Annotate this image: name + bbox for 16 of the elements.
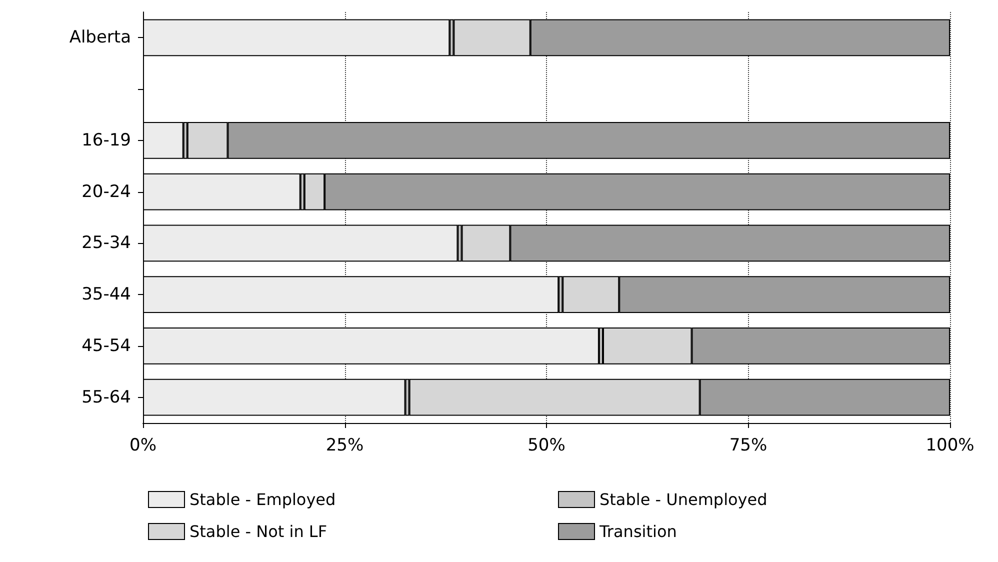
- x-tick-label: 100%: [926, 436, 974, 456]
- x-tick-label: 25%: [326, 436, 364, 456]
- y-tick-label: 20-24: [82, 182, 131, 202]
- y-tick-label: Alberta: [69, 28, 131, 48]
- y-tick-label: 55-64: [82, 387, 131, 408]
- y-tick-label: 16-19: [82, 130, 131, 150]
- x-tick-label: 50%: [528, 436, 566, 456]
- legend-label: Stable - Not in LF: [190, 522, 328, 541]
- x-tick-label: 0%: [130, 436, 156, 456]
- y-tick-label: 35-44: [82, 284, 131, 305]
- y-tick-label: 25-34: [82, 233, 131, 254]
- x-tick-label: 75%: [729, 436, 768, 456]
- legend-label: Stable - Unemployed: [600, 490, 768, 509]
- legend-label: Transition: [598, 522, 677, 541]
- y-tick-label: 45-54: [82, 336, 131, 356]
- legend-label: Stable - Employed: [190, 490, 336, 509]
